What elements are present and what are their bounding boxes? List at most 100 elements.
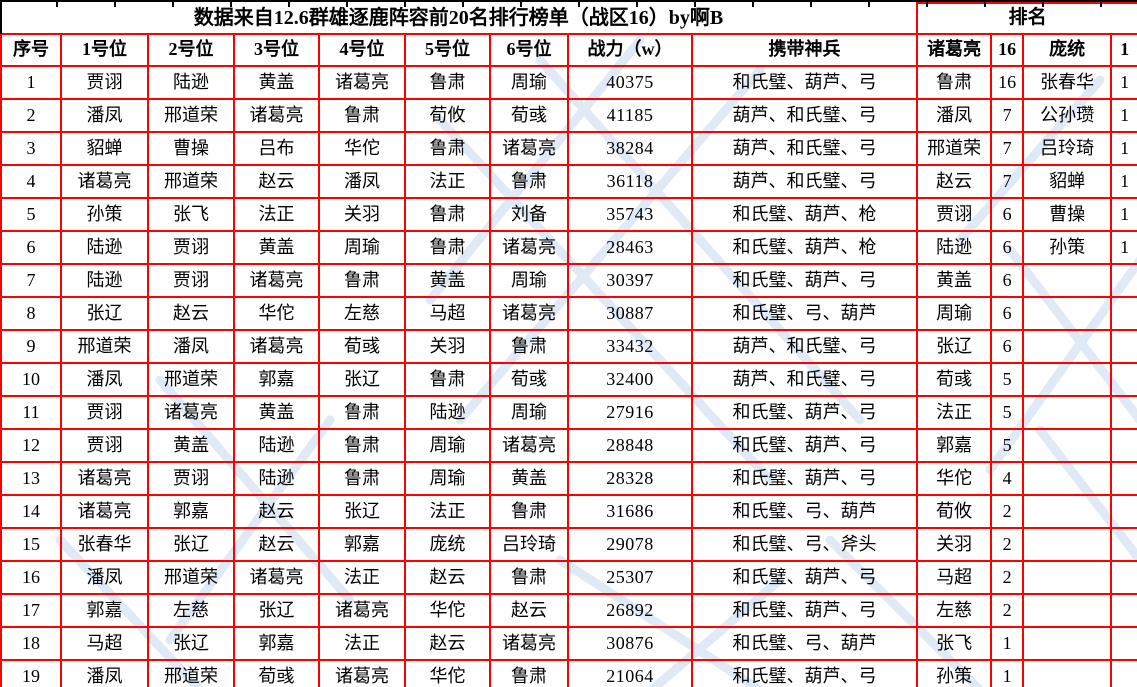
- rank-count-1-cell: 4: [990, 461, 1025, 496]
- table-row: 15 张春华 张辽 赵云 郭嘉 庞统 吕玲琦 29078 和氏璧、弓、斧头 关羽…: [0, 527, 1137, 562]
- position-4-cell: 鲁肃: [318, 98, 406, 133]
- rank-count-1-cell: 6: [990, 263, 1025, 298]
- rank-count-1-cell: 5: [990, 362, 1025, 397]
- table-row: 18 马超 张辽 郭嘉 法正 赵云 诸葛亮 30876 和氏璧、弓、葫芦 张飞 …: [0, 626, 1137, 661]
- position-2-cell: 诸葛亮: [147, 395, 235, 430]
- position-3-cell: 赵云: [233, 164, 320, 199]
- rank-header-count2: 1: [1110, 33, 1137, 67]
- position-4-cell: 法正: [318, 560, 406, 595]
- rank-count-2-cell: [1110, 296, 1137, 331]
- row-number-cell: 14: [0, 494, 62, 529]
- rank-name-1-cell: 陆逊: [916, 230, 993, 265]
- position-1-cell: 潘凤: [60, 560, 149, 595]
- power-cell: 36118: [567, 164, 693, 199]
- rank-name-1-cell: 法正: [916, 395, 993, 430]
- rank-name-1-cell: 荀彧: [916, 362, 993, 397]
- power-cell: 40375: [567, 65, 693, 100]
- rank-name-2-cell: [1022, 560, 1113, 595]
- table-row: 1 贾诩 陆逊 黄盖 诸葛亮 鲁肃 周瑜 40375 和氏璧、葫芦、弓 鲁肃 1…: [0, 65, 1137, 100]
- position-4-cell: 法正: [318, 626, 406, 661]
- position-6-cell: 周瑜: [489, 65, 569, 100]
- weapons-cell: 和氏璧、葫芦、弓: [690, 65, 919, 100]
- position-5-cell: 赵云: [404, 626, 491, 661]
- table-row: 12 贾诩 黄盖 陆逊 鲁肃 周瑜 诸葛亮 28848 和氏璧、葫芦、弓 郭嘉 …: [0, 428, 1137, 463]
- position-2-cell: 曹操: [147, 131, 235, 166]
- position-1-cell: 贾诩: [60, 395, 149, 430]
- position-3-cell: 黄盖: [233, 395, 320, 430]
- rank-count-2-cell: 1: [1110, 131, 1137, 166]
- position-3-cell: 陆逊: [233, 428, 320, 463]
- position-2-cell: 邢道荣: [147, 659, 235, 687]
- position-4-cell: 诸葛亮: [318, 65, 406, 100]
- rank-name-1-cell: 左慈: [916, 593, 993, 628]
- rank-name-1-cell: 鲁肃: [916, 65, 993, 100]
- position-2-cell: 郭嘉: [147, 494, 235, 529]
- rank-count-2-cell: [1110, 593, 1137, 628]
- position-1-cell: 张辽: [60, 296, 149, 331]
- position-4-cell: 诸葛亮: [318, 593, 406, 628]
- position-6-cell: 诸葛亮: [489, 230, 569, 265]
- position-4-cell: 鲁肃: [318, 263, 406, 298]
- table-row: 5 孙策 张飞 法正 关羽 鲁肃 刘备 35743 和氏璧、葫芦、枪 贾诩 6 …: [0, 197, 1137, 232]
- position-2-cell: 邢道荣: [147, 560, 235, 595]
- position-6-cell: 周瑜: [489, 395, 569, 430]
- position-1-cell: 郭嘉: [60, 593, 149, 628]
- weapons-cell: 和氏璧、葫芦、弓: [690, 428, 919, 463]
- position-3-cell: 赵云: [233, 494, 320, 529]
- position-4-cell: 周瑜: [318, 230, 406, 265]
- weapons-cell: 和氏璧、葫芦、弓: [690, 560, 919, 595]
- row-number-cell: 15: [0, 527, 62, 562]
- rank-name-1-cell: 张飞: [916, 626, 993, 661]
- row-number-cell: 16: [0, 560, 62, 595]
- row-number-cell: 12: [0, 428, 62, 463]
- sheet-top-edge: [0, 0, 1137, 9]
- position-6-cell: 荀彧: [489, 98, 569, 133]
- rank-count-1-cell: 16: [990, 65, 1025, 100]
- position-1-cell: 张春华: [60, 527, 149, 562]
- position-2-cell: 左慈: [147, 593, 235, 628]
- rank-name-2-cell: [1022, 461, 1113, 496]
- rank-name-2-cell: [1022, 527, 1113, 562]
- rank-count-2-cell: [1110, 263, 1137, 298]
- rank-count-1-cell: 5: [990, 428, 1025, 463]
- rank-count-2-cell: [1110, 362, 1137, 397]
- rank-count-2-cell: [1110, 428, 1137, 463]
- power-cell: 29078: [567, 527, 693, 562]
- position-6-cell: 诸葛亮: [489, 296, 569, 331]
- rank-count-2-cell: 1: [1110, 230, 1137, 265]
- rank-name-2-cell: [1022, 494, 1113, 529]
- rank-name-2-cell: [1022, 593, 1113, 628]
- position-2-cell: 陆逊: [147, 65, 235, 100]
- table-row: 19 潘凤 邢道荣 荀彧 诸葛亮 华佗 鲁肃 21064 和氏璧、葫芦、弓 孙策…: [0, 659, 1137, 687]
- position-3-cell: 陆逊: [233, 461, 320, 496]
- rank-header-count1: 16: [990, 33, 1025, 67]
- row-number-cell: 5: [0, 197, 62, 232]
- rank-count-2-cell: [1110, 395, 1137, 430]
- row-number-cell: 2: [0, 98, 62, 133]
- position-1-cell: 陆逊: [60, 263, 149, 298]
- row-number-cell: 17: [0, 593, 62, 628]
- rank-name-2-cell: [1022, 659, 1113, 687]
- position-2-cell: 贾诩: [147, 461, 235, 496]
- table-row: 11 贾诩 诸葛亮 黄盖 鲁肃 陆逊 周瑜 27916 和氏璧、葫芦、弓 法正 …: [0, 395, 1137, 430]
- position-4-cell: 华佗: [318, 131, 406, 166]
- power-cell: 28328: [567, 461, 693, 496]
- position-6-cell: 荀彧: [489, 362, 569, 397]
- row-number-cell: 9: [0, 329, 62, 364]
- col-header-no: 序号: [0, 33, 62, 67]
- position-1-cell: 诸葛亮: [60, 164, 149, 199]
- table-row: 14 诸葛亮 郭嘉 赵云 张辽 法正 鲁肃 31686 和氏璧、弓、葫芦 荀攸 …: [0, 494, 1137, 529]
- power-cell: 30876: [567, 626, 693, 661]
- position-5-cell: 赵云: [404, 560, 491, 595]
- rank-name-2-cell: 孙策: [1022, 230, 1113, 265]
- rank-name-1-cell: 周瑜: [916, 296, 993, 331]
- position-2-cell: 张辽: [147, 626, 235, 661]
- rank-name-2-cell: 公孙瓒: [1022, 98, 1113, 133]
- position-3-cell: 张辽: [233, 593, 320, 628]
- rank-name-1-cell: 邢道荣: [916, 131, 993, 166]
- position-5-cell: 黄盖: [404, 263, 491, 298]
- position-6-cell: 诸葛亮: [489, 131, 569, 166]
- position-1-cell: 诸葛亮: [60, 461, 149, 496]
- position-3-cell: 黄盖: [233, 230, 320, 265]
